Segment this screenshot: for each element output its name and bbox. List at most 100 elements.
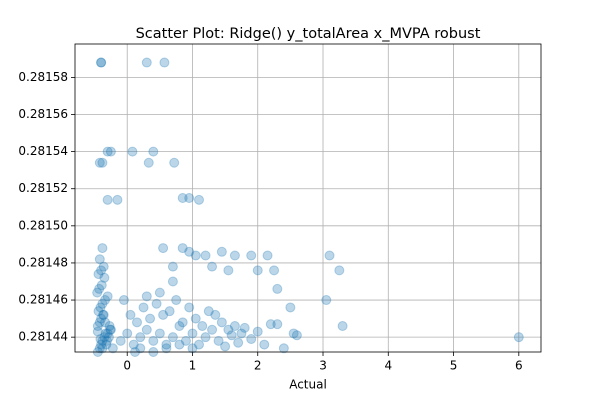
scatter-point [216, 317, 227, 328]
scatter-point [236, 328, 247, 339]
scatter-point [97, 335, 108, 346]
scatter-point [337, 321, 348, 332]
scatter-point [177, 243, 188, 254]
scatter-point [252, 265, 263, 276]
scatter-point [100, 328, 111, 339]
scatter-point [154, 287, 165, 298]
scatter-point [207, 324, 218, 335]
scatter-point [213, 335, 224, 346]
scatter-point [94, 343, 105, 354]
scatter-point [95, 302, 106, 313]
scatter-point [105, 324, 116, 335]
scatter-point [99, 332, 110, 343]
scatter-point [216, 246, 227, 257]
scatter-point [122, 328, 133, 339]
y-tick-label: 0.28144 [18, 330, 68, 344]
scatter-point [229, 250, 240, 261]
scatter-point [97, 243, 108, 254]
scatter-point [324, 250, 335, 261]
x-tick-label: 5 [450, 359, 458, 373]
y-tick-label: 0.28148 [18, 255, 68, 269]
scatter-point [98, 261, 109, 272]
scatter-point [272, 319, 283, 330]
x-tick-label: 1 [189, 359, 197, 373]
scatter-point [269, 265, 280, 276]
scatter-point [285, 302, 296, 313]
x-tick-label: 4 [384, 359, 392, 373]
y-tick-label: 0.28152 [18, 181, 68, 195]
scatter-point [184, 193, 195, 203]
scatter-point [95, 334, 106, 345]
scatter-point [100, 317, 111, 328]
plot-frame [74, 43, 542, 353]
scatter-point [291, 330, 302, 341]
y-tick-label: 0.28154 [18, 144, 68, 158]
y-tick-label: 0.28150 [18, 218, 68, 232]
scatter-point [94, 157, 105, 168]
scatter-point [112, 194, 123, 205]
scatter-point [184, 302, 195, 313]
scatter-point [246, 250, 257, 261]
scatter-point [97, 343, 108, 354]
x-tick-label: 3 [319, 359, 327, 373]
scatter-point [96, 57, 107, 68]
scatter-point [159, 57, 170, 68]
scatter-point [107, 343, 118, 354]
scatter-point [167, 332, 178, 343]
scatter-point [513, 332, 524, 343]
x-axis-label: Actual [289, 378, 327, 392]
scatter-point [96, 280, 107, 291]
scatter-point [246, 334, 257, 345]
scatter-point [158, 309, 169, 320]
scatter-point [259, 339, 270, 350]
x-tick-label: 0 [123, 359, 131, 373]
scatter-point [115, 335, 126, 346]
scatter-point [98, 309, 109, 320]
scatter-point [92, 326, 103, 337]
scatter-point [151, 298, 162, 309]
scatter-point [94, 254, 105, 265]
scatter-point [265, 319, 276, 330]
scatter-point [252, 326, 263, 337]
scatter-point [97, 298, 108, 309]
scatter-point [194, 339, 205, 350]
x-tick-label: 6 [515, 359, 523, 373]
scatter-point [145, 313, 156, 324]
scatter-point [141, 57, 152, 68]
y-tick-label: 0.28146 [18, 293, 68, 307]
scatter-point [223, 265, 234, 276]
scatter-point [262, 250, 273, 261]
scatter-point [132, 317, 143, 328]
scatter-point [180, 335, 191, 346]
scatter-point [99, 272, 110, 283]
scatter-point [102, 146, 113, 157]
scatter-point [148, 146, 159, 157]
scatter-point [197, 321, 208, 332]
scatter-point [171, 295, 182, 306]
scatter-point [135, 332, 146, 343]
scatter-point [128, 339, 139, 350]
scatter-point [220, 341, 231, 352]
scatter-point [92, 287, 103, 298]
scatter-point [177, 317, 188, 328]
scatter-point [94, 317, 105, 328]
scatter-point [203, 306, 214, 317]
chart-title: Scatter Plot: Ridge() y_totalArea x_MVPA… [136, 26, 481, 42]
scatter-point [169, 157, 180, 168]
scatter-point [93, 306, 104, 317]
scatter-point [334, 265, 345, 276]
scatter-point [194, 194, 205, 205]
scatter-point [200, 250, 211, 261]
scatter-point [233, 337, 244, 348]
scatter-point [102, 328, 113, 339]
scatter-point [141, 291, 152, 302]
scatter-point [101, 339, 112, 350]
scatter-point [223, 324, 234, 335]
scatter-point [148, 335, 159, 346]
scatter-point [226, 330, 237, 341]
scatter-point [167, 261, 178, 272]
scatter-point [127, 146, 138, 157]
